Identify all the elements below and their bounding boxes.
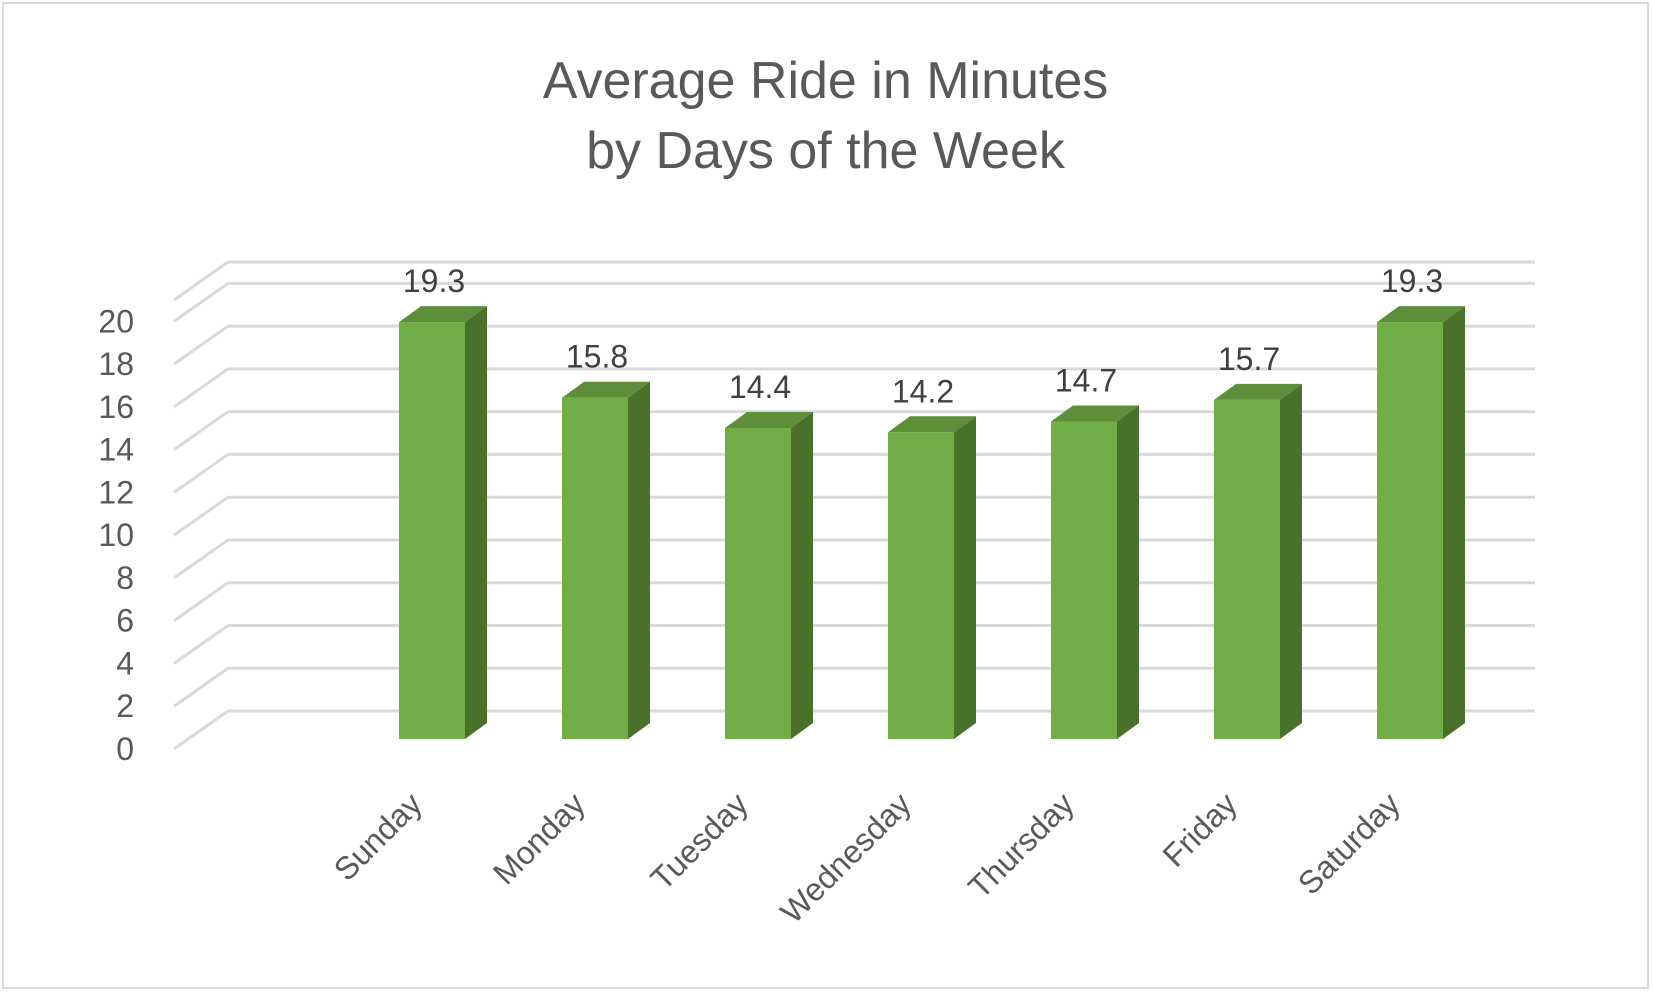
bar-friday — [1214, 399, 1280, 739]
bar-sunday — [399, 322, 465, 739]
bar-side-saturday — [1443, 306, 1465, 739]
y-tick-label: 8 — [116, 560, 134, 596]
y-tick-label: 4 — [116, 645, 134, 681]
x-tick-label: Tuesday — [644, 785, 755, 896]
data-label: 19.3 — [403, 263, 465, 299]
y-tick-label: 14 — [98, 432, 134, 468]
x-tick-label: Friday — [1156, 785, 1244, 873]
gridline-side-6 — [173, 581, 229, 622]
bar-side-tuesday — [791, 411, 813, 739]
bar-top-thursday — [1051, 405, 1139, 422]
gridline-side-14 — [173, 410, 229, 451]
bar-top-sunday — [399, 306, 487, 323]
bar-side-monday — [628, 381, 650, 739]
gridline-side-top — [173, 260, 229, 302]
data-label: 14.7 — [1055, 362, 1117, 398]
gridline-side-0 — [173, 709, 229, 751]
bar-wednesday — [888, 432, 954, 739]
bar-top-wednesday — [888, 416, 976, 433]
y-tick-label: 20 — [98, 303, 134, 339]
bar-side-sunday — [465, 306, 487, 739]
y-tick-label: 16 — [98, 389, 134, 425]
data-label: 14.4 — [729, 369, 791, 405]
x-tick-label: Saturday — [1291, 785, 1407, 901]
chart-title: Average Ride in Minutes by Days of the W… — [4, 46, 1647, 186]
gridline-side-10 — [173, 495, 229, 537]
x-tick-label: Thursday — [961, 785, 1081, 905]
x-tick-label: Wednesday — [773, 785, 918, 930]
bar-top-monday — [562, 381, 650, 398]
bar-top-friday — [1214, 383, 1302, 400]
data-label: 15.8 — [566, 339, 628, 375]
gridline-side-20 — [173, 282, 229, 323]
data-label: 15.7 — [1218, 341, 1280, 377]
data-label: 19.3 — [1381, 263, 1443, 299]
y-tick-label: 2 — [116, 688, 134, 724]
bar-side-friday — [1280, 383, 1302, 739]
gridline-side-16 — [173, 367, 229, 409]
bar-top-saturday — [1377, 306, 1465, 323]
chart-title-line-2: by Days of the Week — [586, 122, 1065, 180]
x-tick-label: Sunday — [327, 785, 429, 887]
y-tick-label: 10 — [98, 517, 134, 553]
chart-title-line-1: Average Ride in Minutes — [542, 52, 1109, 110]
bar-saturday — [1377, 322, 1443, 739]
bar-top-tuesday — [725, 411, 813, 428]
bar-side-thursday — [1117, 405, 1139, 739]
y-tick-label: 18 — [98, 346, 134, 382]
y-tick-label: 6 — [116, 603, 134, 639]
bar-side-wednesday — [954, 416, 976, 739]
y-tick-label: 12 — [98, 474, 134, 510]
bar-monday — [562, 397, 628, 739]
data-label: 14.2 — [892, 373, 954, 409]
bar-thursday — [1051, 421, 1117, 739]
y-tick-label: 0 — [116, 731, 134, 767]
bar-tuesday — [725, 427, 791, 739]
gridline-side-4 — [173, 624, 229, 665]
gridline-side-12 — [173, 453, 229, 494]
gridline-side-8 — [173, 538, 229, 580]
gridline-side-2 — [173, 667, 229, 708]
x-tick-label: Monday — [486, 785, 592, 891]
gridline-side-18 — [173, 324, 229, 366]
